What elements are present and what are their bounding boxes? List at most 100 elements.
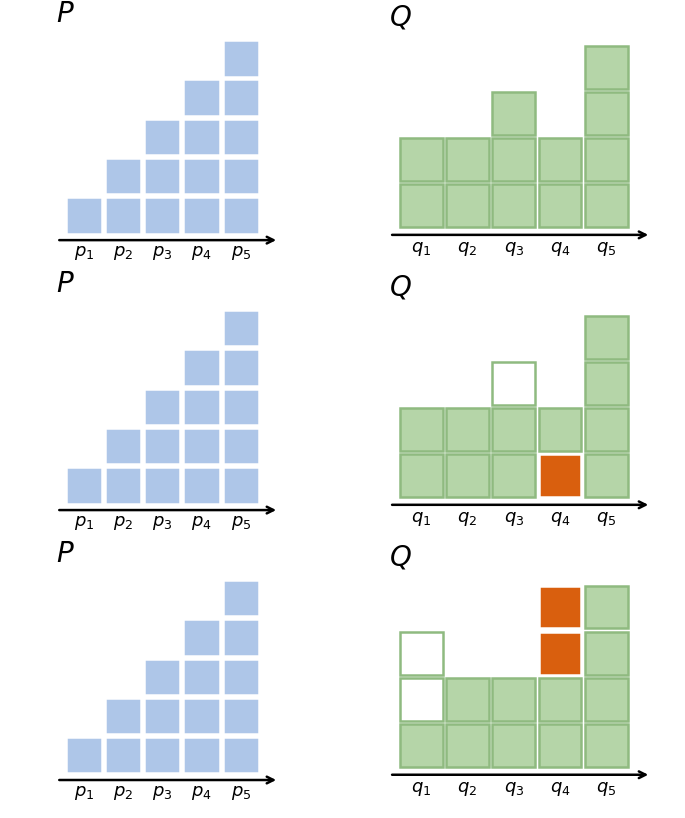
Text: $p_{4}$: $p_{4}$ [191, 515, 212, 533]
Text: $q_{4}$: $q_{4}$ [549, 780, 571, 798]
Bar [400, 454, 443, 497]
Bar [585, 92, 627, 135]
Text: $q_{3}$: $q_{3}$ [503, 240, 524, 258]
Bar [493, 454, 535, 497]
Bar [446, 454, 489, 497]
Bar [585, 46, 627, 88]
Text: $p_{2}$: $p_{2}$ [113, 245, 133, 263]
Bar [184, 79, 220, 116]
Bar [144, 737, 180, 774]
Bar [184, 619, 220, 656]
Text: $P$: $P$ [56, 1, 75, 28]
Bar [223, 737, 259, 774]
Text: $p_{3}$: $p_{3}$ [152, 784, 173, 802]
Bar [223, 310, 259, 347]
Text: $q_{4}$: $q_{4}$ [549, 510, 571, 528]
Bar [400, 408, 443, 451]
Bar [184, 467, 220, 504]
Bar [446, 138, 489, 181]
Bar [144, 197, 180, 234]
Bar [144, 698, 180, 735]
Text: $Q$: $Q$ [389, 544, 412, 572]
Bar [105, 737, 141, 774]
Bar [184, 698, 220, 735]
Text: $p_{3}$: $p_{3}$ [152, 515, 173, 533]
Bar [184, 428, 220, 465]
Bar [400, 138, 443, 181]
Text: $q_{1}$: $q_{1}$ [411, 510, 432, 528]
Bar [223, 389, 259, 425]
Bar [223, 119, 259, 155]
Bar [538, 454, 582, 497]
Text: $p_{1}$: $p_{1}$ [73, 245, 94, 263]
Bar [105, 428, 141, 465]
Bar [223, 698, 259, 735]
Text: $Q$: $Q$ [389, 4, 412, 32]
Bar [538, 631, 582, 675]
Bar [144, 467, 180, 504]
Bar [66, 467, 102, 504]
Text: $q_{2}$: $q_{2}$ [458, 780, 477, 798]
Bar [585, 408, 627, 451]
Bar [585, 184, 627, 227]
Bar [400, 184, 443, 227]
Text: $q_{5}$: $q_{5}$ [596, 510, 617, 528]
Bar [493, 184, 535, 227]
Bar [585, 586, 627, 628]
Bar [538, 138, 582, 181]
Text: $q_{5}$: $q_{5}$ [596, 240, 617, 258]
Bar [223, 349, 259, 386]
Bar [223, 428, 259, 465]
Bar [493, 724, 535, 767]
Bar [184, 389, 220, 425]
Bar [446, 724, 489, 767]
Bar [144, 428, 180, 465]
Bar [446, 408, 489, 451]
Text: $q_{2}$: $q_{2}$ [458, 240, 477, 258]
Text: $q_{1}$: $q_{1}$ [411, 780, 432, 798]
Bar [184, 119, 220, 155]
Bar [538, 724, 582, 767]
Bar [184, 349, 220, 386]
Bar [493, 408, 535, 451]
Bar [105, 197, 141, 234]
Text: $q_{5}$: $q_{5}$ [596, 780, 617, 798]
Bar [585, 678, 627, 721]
Text: $q_{3}$: $q_{3}$ [503, 780, 524, 798]
Text: $P$: $P$ [56, 541, 75, 568]
Text: $p_{5}$: $p_{5}$ [231, 245, 251, 263]
Bar [223, 467, 259, 504]
Bar [66, 737, 102, 774]
Bar [585, 138, 627, 181]
Text: $p_{5}$: $p_{5}$ [231, 784, 251, 802]
Text: $p_{1}$: $p_{1}$ [73, 784, 94, 802]
Bar [446, 678, 489, 721]
Bar [184, 158, 220, 195]
Bar [585, 362, 627, 405]
Bar [105, 158, 141, 195]
Bar [585, 724, 627, 767]
Bar [223, 580, 259, 617]
Bar [493, 362, 535, 405]
Bar [400, 678, 443, 721]
Text: $q_{4}$: $q_{4}$ [549, 240, 571, 258]
Text: $p_{5}$: $p_{5}$ [231, 515, 251, 533]
Bar [538, 586, 582, 628]
Text: $q_{3}$: $q_{3}$ [503, 510, 524, 528]
Bar [105, 698, 141, 735]
Text: $p_{3}$: $p_{3}$ [152, 245, 173, 263]
Bar [585, 454, 627, 497]
Bar [446, 184, 489, 227]
Bar [538, 184, 582, 227]
Bar [184, 658, 220, 695]
Bar [493, 678, 535, 721]
Text: $p_{4}$: $p_{4}$ [191, 245, 212, 263]
Bar [538, 678, 582, 721]
Bar [400, 631, 443, 675]
Bar [493, 92, 535, 135]
Text: $p_{4}$: $p_{4}$ [191, 784, 212, 802]
Bar [144, 389, 180, 425]
Text: $P$: $P$ [56, 271, 75, 298]
Bar [105, 467, 141, 504]
Bar [493, 138, 535, 181]
